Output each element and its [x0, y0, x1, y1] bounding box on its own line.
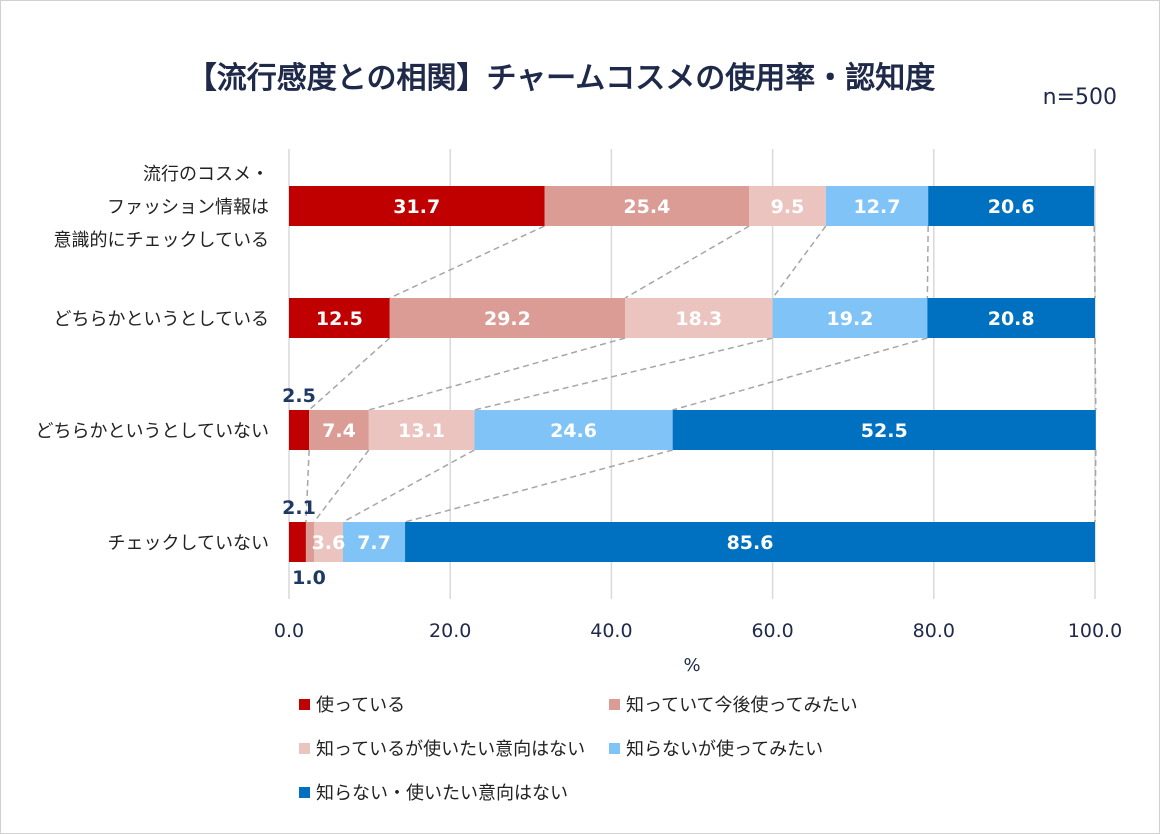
- bar-segment: [305, 522, 314, 562]
- x-axis-label: %: [683, 655, 700, 676]
- connector-line: [1094, 337, 1097, 411]
- x-tick-label: 40.0: [590, 620, 632, 642]
- bar-segment: [289, 298, 390, 338]
- bar-segment: [405, 522, 1096, 562]
- legend-swatch: [299, 699, 310, 710]
- bar-segment: [474, 410, 673, 450]
- legend-label: 知らない・使いたい意向はない: [316, 783, 568, 804]
- y-tick-label: どちらかというとしていない: [36, 421, 269, 442]
- chart-plot: 0.0 20.0 40.0 60.0 80.0 100.0% 31.7 25.4 9.5 12.7…: [36, 149, 1122, 676]
- x-tick-label: 0.0: [274, 620, 304, 642]
- data-label: 2.5: [282, 385, 316, 407]
- bar-segment: [772, 298, 928, 338]
- y-tick-label: ファッション情報は: [107, 197, 269, 218]
- connector-line: [313, 449, 370, 523]
- legend-item: 知っていて今後使ってみたい: [609, 691, 858, 717]
- legend-label: 使っている: [316, 695, 406, 716]
- bar-segment: [389, 298, 626, 338]
- data-label: 19.2: [827, 308, 874, 330]
- connector-line: [1094, 449, 1097, 523]
- legend-item: 知っているが使いたい意向はない: [299, 735, 585, 761]
- legend-label: 知っていて今後使ってみたい: [626, 695, 858, 716]
- connector-line: [404, 449, 673, 523]
- chart-title: 【流行感度との相関】チャームコスメの使用率・認知度: [186, 61, 936, 96]
- data-label: 25.4: [623, 196, 670, 218]
- data-label: 20.6: [988, 196, 1035, 218]
- bar-segment: [625, 298, 773, 338]
- legend-swatch: [609, 699, 620, 710]
- data-label: 31.7: [393, 196, 440, 218]
- x-tick-label: 100.0: [1068, 620, 1122, 642]
- bar-segment: [343, 522, 406, 562]
- bar-segment: [289, 186, 545, 226]
- bar-segment: [289, 522, 306, 562]
- connector-line: [308, 337, 391, 411]
- connector-line: [1093, 225, 1096, 299]
- bar-segment: [289, 410, 310, 450]
- bar-segment: [825, 186, 929, 226]
- bar-segment: [309, 410, 369, 450]
- connector-line: [368, 337, 626, 411]
- data-label: 12.7: [854, 196, 901, 218]
- y-tick-label: どちらかというとしている: [54, 309, 269, 330]
- data-label: 18.3: [675, 308, 722, 330]
- connector-line: [342, 449, 475, 523]
- legend-label: 知っているが使いたい意向はない: [316, 739, 586, 760]
- data-label: 29.2: [484, 308, 531, 330]
- x-tick-label: 60.0: [751, 620, 793, 642]
- connector-line: [926, 225, 929, 299]
- connector-line: [672, 337, 928, 411]
- bar-segment: [672, 410, 1096, 450]
- data-label: 9.5: [771, 196, 805, 218]
- data-label: 52.5: [861, 420, 908, 442]
- x-tick-label: 80.0: [913, 620, 955, 642]
- data-label: 7.4: [322, 420, 356, 442]
- y-tick-label: 流行のコスメ・: [143, 164, 269, 185]
- connector-line: [624, 225, 750, 299]
- data-label: 2.1: [282, 497, 316, 519]
- data-label: 3.6: [312, 532, 346, 554]
- connector-line: [389, 225, 545, 299]
- data-label: 24.6: [550, 420, 597, 442]
- data-label: 12.5: [316, 308, 363, 330]
- bar-segment: [749, 186, 826, 226]
- x-tick-label: 20.0: [429, 620, 471, 642]
- connector-line: [771, 225, 827, 299]
- legend-item: 使っている: [299, 691, 405, 717]
- connector-line: [305, 449, 310, 523]
- data-label: 1.0: [292, 567, 326, 589]
- bar-segment: [544, 186, 750, 226]
- y-tick-label: 意識的にチェックしている: [54, 230, 269, 251]
- bar-segment: [313, 522, 344, 562]
- sample-size-label: n=500: [1042, 85, 1117, 110]
- legend-swatch: [299, 787, 310, 798]
- legend-item: 知らない・使いたい意向はない: [299, 779, 568, 805]
- bar-segment: [927, 298, 1095, 338]
- legend-label: 知らないが使ってみたい: [626, 739, 824, 760]
- connector-line: [474, 337, 773, 411]
- y-tick-label: チェックしていない: [108, 533, 269, 554]
- data-label: 20.8: [988, 308, 1035, 330]
- data-label: 85.6: [727, 532, 774, 554]
- data-label: 13.1: [398, 420, 445, 442]
- legend-swatch: [609, 743, 620, 754]
- legend-swatch: [299, 743, 310, 754]
- legend-item: 知らないが使ってみたい: [609, 735, 823, 761]
- bar-segment: [928, 186, 1095, 226]
- bar-segment: [368, 410, 475, 450]
- data-label: 7.7: [357, 532, 391, 554]
